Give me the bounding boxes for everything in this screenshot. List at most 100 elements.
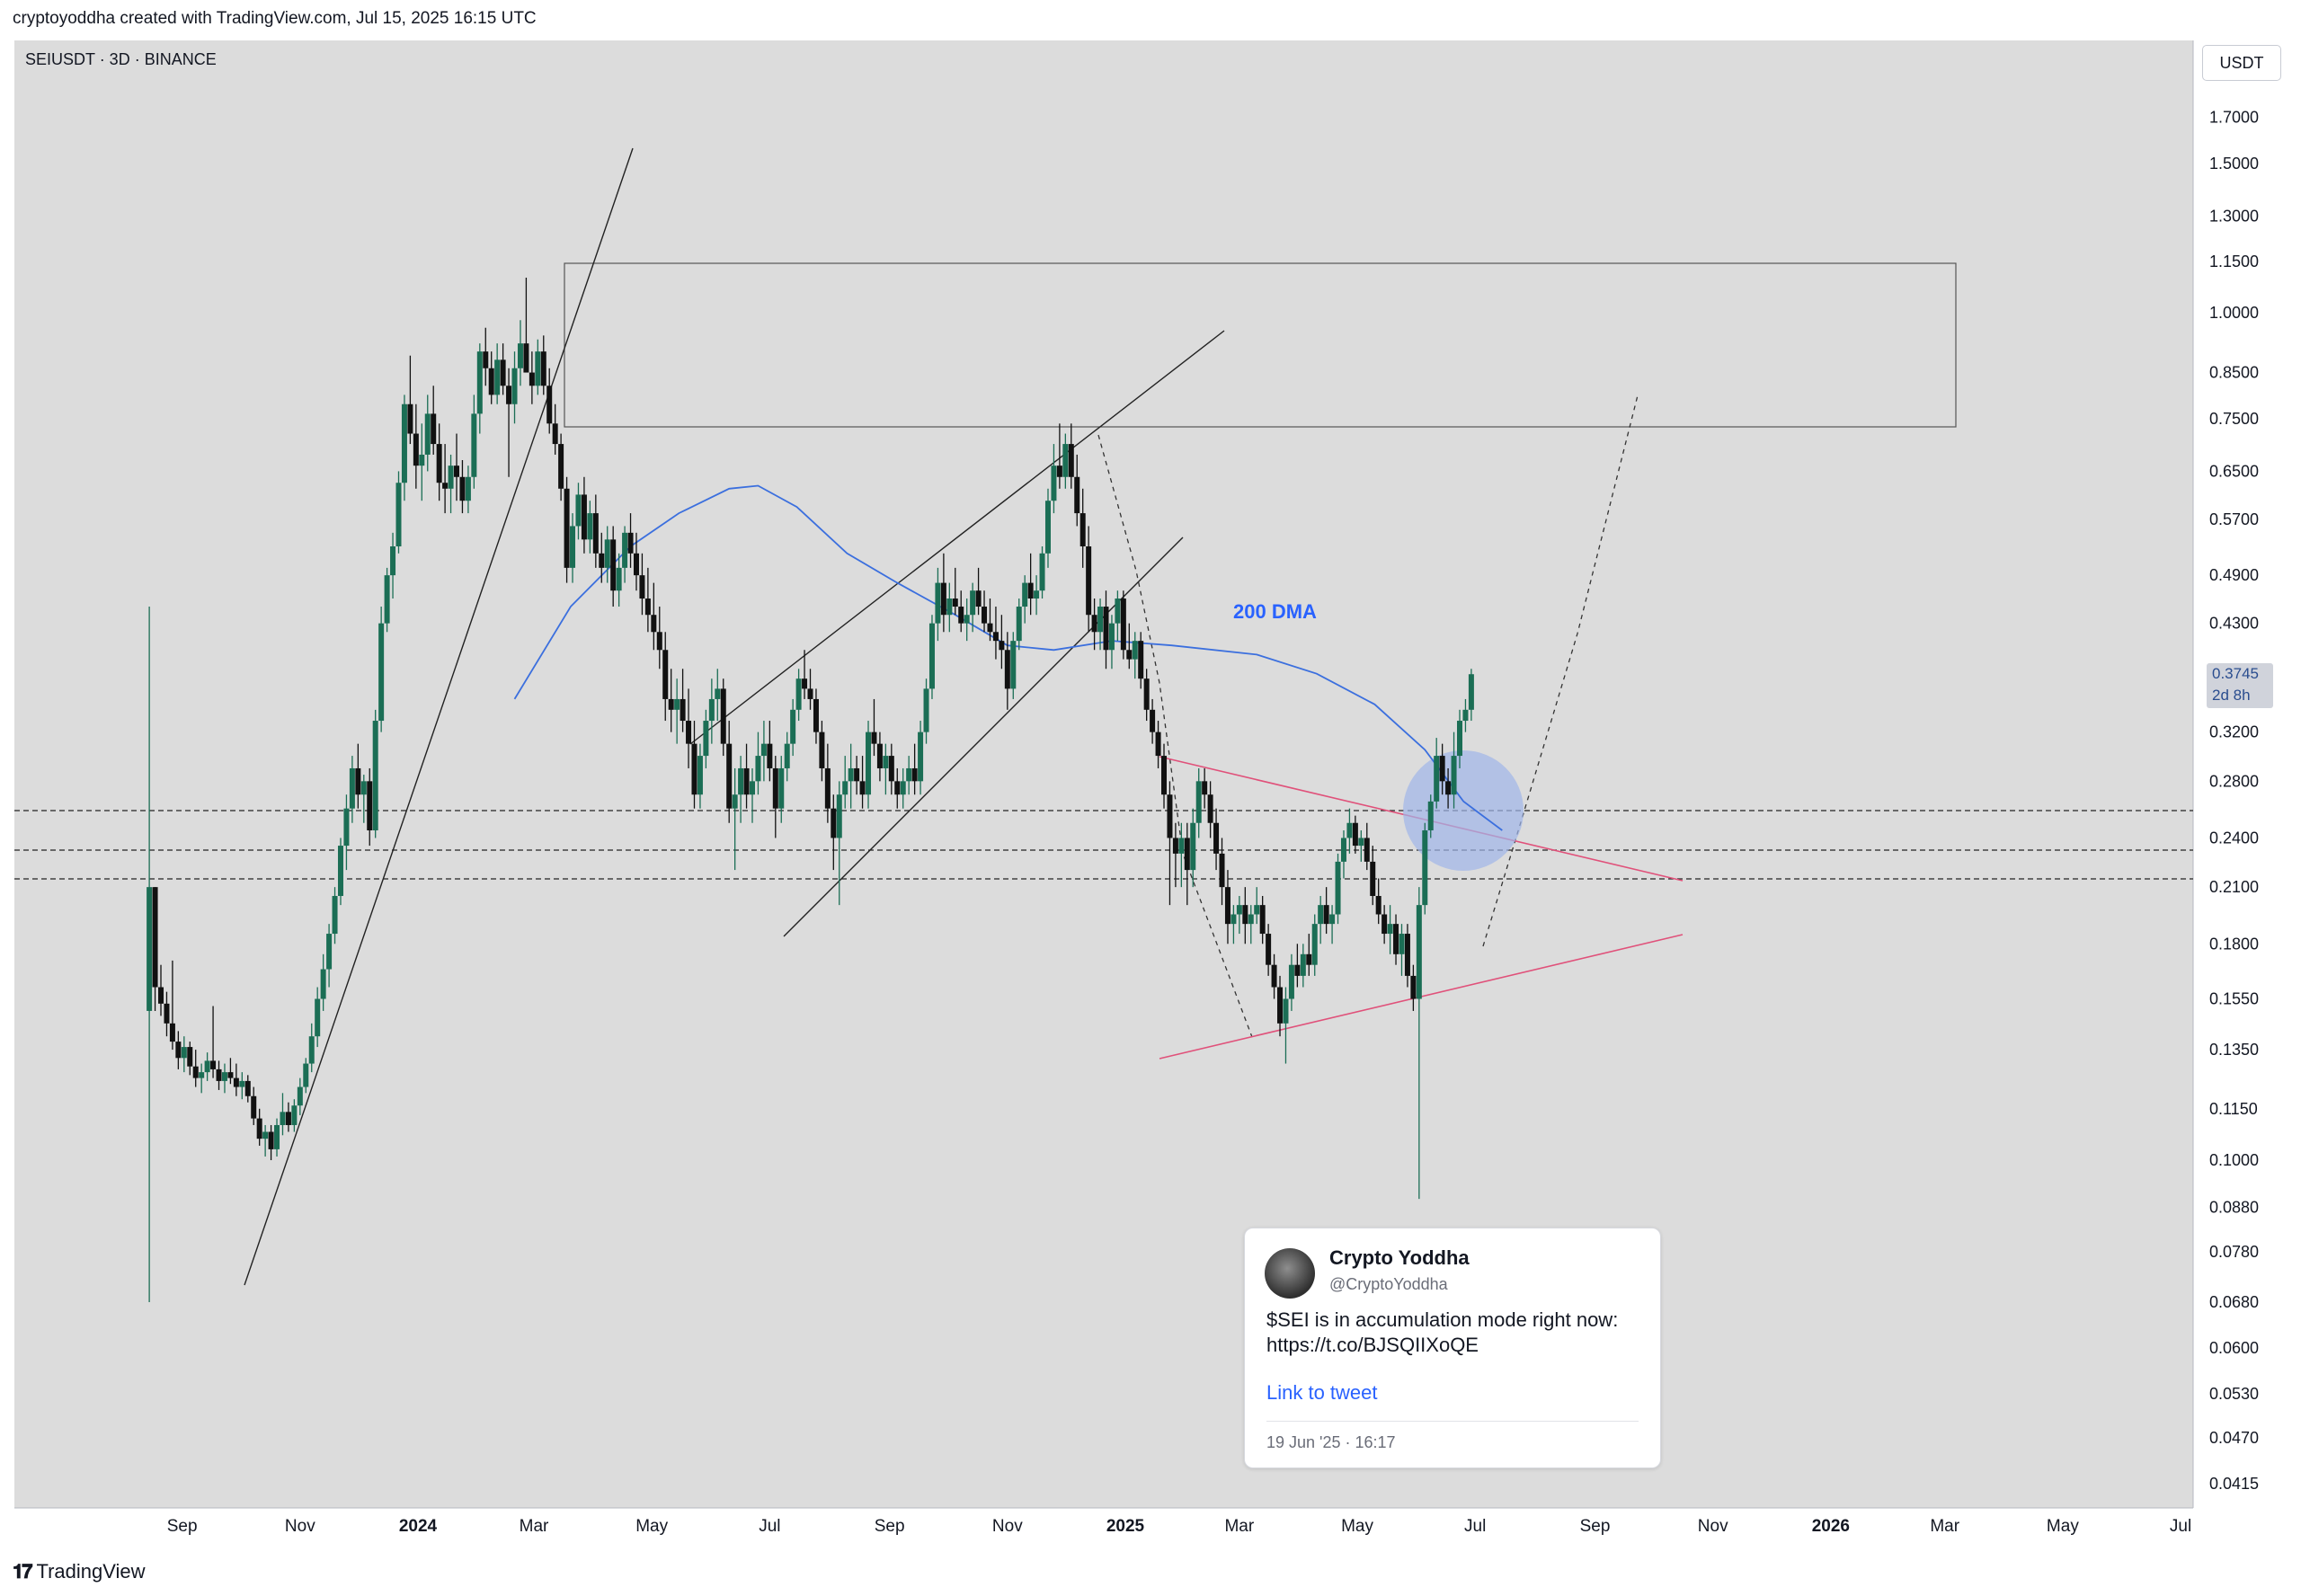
candle[interactable] xyxy=(204,1052,210,1081)
candle[interactable] xyxy=(413,403,419,489)
candle[interactable] xyxy=(1230,905,1237,944)
candle[interactable] xyxy=(1068,423,1074,489)
candle[interactable] xyxy=(1300,944,1306,988)
candle[interactable] xyxy=(465,466,471,514)
candle[interactable] xyxy=(332,887,338,944)
candle[interactable] xyxy=(523,277,529,373)
candle[interactable] xyxy=(831,794,837,871)
candle[interactable] xyxy=(622,526,628,583)
candle[interactable] xyxy=(337,838,343,906)
candle[interactable] xyxy=(923,678,929,744)
candle[interactable] xyxy=(320,953,326,1011)
candle[interactable] xyxy=(680,669,686,732)
candle[interactable] xyxy=(1329,905,1336,944)
uptrend-line[interactable] xyxy=(244,147,634,1286)
candle[interactable] xyxy=(1259,896,1266,944)
candle[interactable] xyxy=(1456,709,1462,768)
candle[interactable] xyxy=(227,1058,234,1085)
candle[interactable] xyxy=(407,355,413,445)
candle[interactable] xyxy=(540,335,546,395)
candle[interactable] xyxy=(767,721,773,782)
candle[interactable] xyxy=(1132,632,1138,679)
candle[interactable] xyxy=(372,709,378,838)
projection-path-1[interactable] xyxy=(1097,434,1253,1038)
candle[interactable] xyxy=(894,767,901,809)
candle[interactable] xyxy=(1167,781,1173,906)
candle[interactable] xyxy=(216,1060,222,1090)
candle[interactable] xyxy=(575,483,582,540)
candle[interactable] xyxy=(1346,808,1353,854)
candle[interactable] xyxy=(256,1108,262,1146)
candle[interactable] xyxy=(1340,830,1346,879)
candle[interactable] xyxy=(291,1099,298,1132)
candle[interactable] xyxy=(755,732,761,795)
candle[interactable] xyxy=(686,688,692,768)
candle[interactable] xyxy=(1004,632,1010,710)
candle[interactable] xyxy=(164,991,170,1037)
candle[interactable] xyxy=(158,964,164,1016)
candle[interactable] xyxy=(517,320,523,386)
candle[interactable] xyxy=(535,339,541,395)
candle[interactable] xyxy=(1126,623,1133,669)
candle[interactable] xyxy=(1445,767,1452,809)
candle[interactable] xyxy=(436,423,442,501)
time-scale-area[interactable] xyxy=(14,1508,2287,1546)
candle[interactable] xyxy=(471,395,477,489)
candle[interactable] xyxy=(784,732,790,782)
candle[interactable] xyxy=(349,756,355,823)
candle[interactable] xyxy=(1236,896,1242,935)
candle[interactable] xyxy=(1375,878,1381,925)
candle[interactable] xyxy=(233,1063,239,1096)
projection-path-2[interactable] xyxy=(1482,395,1639,947)
candle[interactable] xyxy=(928,615,935,699)
candle[interactable] xyxy=(795,669,802,722)
candle[interactable] xyxy=(274,1118,280,1157)
candle[interactable] xyxy=(975,567,982,616)
candle[interactable] xyxy=(1242,887,1248,944)
candle[interactable] xyxy=(1086,526,1092,633)
candle[interactable] xyxy=(1027,553,1034,616)
candle[interactable] xyxy=(848,743,854,809)
candle[interactable] xyxy=(262,1124,269,1157)
candle[interactable] xyxy=(1248,905,1254,944)
candle[interactable] xyxy=(1074,454,1080,527)
candle[interactable] xyxy=(1219,838,1225,906)
candle[interactable] xyxy=(1271,953,1277,999)
candle[interactable] xyxy=(1108,615,1115,669)
candle[interactable] xyxy=(859,756,866,809)
candle[interactable] xyxy=(610,526,617,607)
candle[interactable] xyxy=(970,582,976,633)
candle[interactable] xyxy=(1143,669,1150,722)
candle[interactable] xyxy=(749,767,755,823)
candle[interactable] xyxy=(715,669,721,722)
candle[interactable] xyxy=(1079,488,1086,568)
candle[interactable] xyxy=(720,678,726,757)
candle[interactable] xyxy=(384,567,390,633)
candle[interactable] xyxy=(807,669,813,710)
candle[interactable] xyxy=(1434,738,1440,809)
candle[interactable] xyxy=(511,351,518,424)
candle[interactable] xyxy=(842,756,848,809)
candle[interactable] xyxy=(639,553,645,616)
tweet-card[interactable]: Crypto Yoddha @CryptoYoddha $SEI is in a… xyxy=(1244,1228,1661,1468)
candle[interactable] xyxy=(644,567,651,633)
candle[interactable] xyxy=(1311,914,1318,976)
candle[interactable] xyxy=(656,607,662,669)
candle[interactable] xyxy=(546,368,553,434)
candle[interactable] xyxy=(866,721,872,809)
candle[interactable] xyxy=(326,924,333,988)
candle[interactable] xyxy=(940,553,946,633)
candle[interactable] xyxy=(992,607,999,660)
candle[interactable] xyxy=(1161,743,1168,809)
candle[interactable] xyxy=(1352,815,1358,854)
candle[interactable] xyxy=(1207,781,1213,838)
candle[interactable] xyxy=(1091,598,1097,651)
candle[interactable] xyxy=(1323,887,1329,935)
candle[interactable] xyxy=(1115,590,1121,642)
candle[interactable] xyxy=(1318,896,1324,944)
candle[interactable] xyxy=(824,743,831,823)
candle[interactable] xyxy=(1056,423,1062,489)
candle[interactable] xyxy=(1190,808,1196,888)
candle[interactable] xyxy=(772,756,778,838)
dma-line[interactable] xyxy=(513,484,1503,831)
